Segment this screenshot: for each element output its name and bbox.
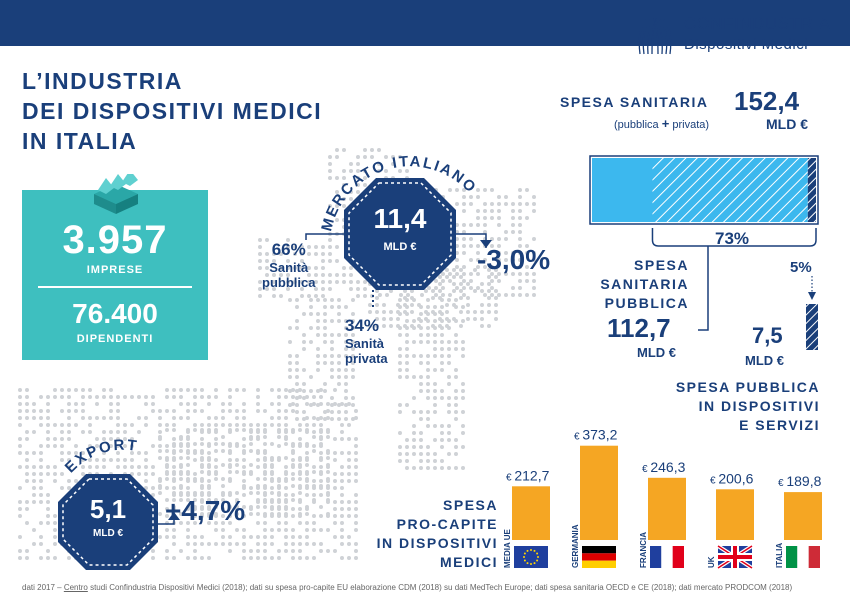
private-share-pct: 34%: [345, 316, 380, 335]
private-share-label-1: Sanità: [345, 336, 385, 351]
export-badge: EXPORT 5,1 MLD €: [58, 437, 180, 570]
employees-count: 76.400: [72, 298, 158, 329]
public-share-label-1: Sanità: [269, 260, 309, 275]
bar-germania: [580, 445, 618, 540]
market-value: 11,4: [374, 203, 427, 234]
eu-flag-icon: [514, 546, 548, 568]
private-share-label-2: privata: [345, 351, 388, 366]
uk-flag-icon: [716, 544, 754, 570]
export-arc-label: EXPORT: [62, 437, 138, 477]
plus-icon: +: [661, 116, 670, 131]
confindustria-emblem-icon: [638, 17, 672, 55]
footer-text: studi Confindustria Dispositivi Medici (…: [90, 583, 793, 592]
devices-spending-segment: [807, 158, 816, 222]
private-spending-segment: [592, 158, 653, 222]
country-label: UK: [707, 556, 716, 568]
bar-value-label: € 200,6: [710, 470, 754, 486]
devices-value: 7,5: [752, 323, 783, 348]
employees-label: DIPENDENTI: [76, 333, 154, 345]
country-label: MEDIA UE: [503, 529, 512, 568]
companies-divider: [38, 286, 192, 288]
bar-value-label: € 246,3: [642, 459, 686, 475]
title-line-1: L’INDUSTRIA: [22, 68, 183, 94]
footer-centro-link[interactable]: Centro: [63, 583, 88, 592]
export-value: 5,1: [90, 494, 126, 524]
companies-panel: 3.957 IMPRESE 76.400 DIPENDENTI: [22, 174, 208, 360]
public-spending-value: 112,7: [607, 313, 671, 343]
per-capita-title-1: SPESA: [443, 497, 498, 513]
devices-title-3: E SERVIZI: [739, 417, 820, 433]
devices-share: 5%: [790, 259, 812, 276]
export-unit: MLD €: [93, 528, 123, 539]
public-spending-title-2: SANITARIA: [600, 276, 689, 292]
public-share-block: 66% Sanità pubblica: [262, 240, 315, 290]
per-capita-title-3: IN DISPOSITIVI: [376, 535, 498, 551]
public-spending-title: SPESA SANITARIA PUBBLICA: [585, 256, 689, 313]
market-change: -3,0%: [477, 244, 551, 275]
bar-uk: [716, 489, 754, 540]
footer-sources: dati 2017 – Centro studi Confindustria D…: [22, 583, 792, 592]
export-up-arrow-icon: [168, 512, 180, 520]
public-share-label-2: pubblica: [262, 275, 316, 290]
germany-flag-icon: [582, 546, 616, 568]
devices-arrow-icon: [808, 292, 816, 300]
market-unit: MLD €: [384, 241, 417, 253]
health-spending-title: SPESA SANITARIA: [560, 94, 709, 110]
bar-value-label: € 373,2: [574, 430, 618, 443]
devices-title-1: SPESA PUBBLICA: [675, 379, 820, 395]
top-bar: [0, 0, 850, 46]
market-down-arrow-icon: [480, 240, 492, 248]
brand-name: CONFINDUSTRIA: [684, 14, 831, 33]
bar-italia: [784, 492, 822, 540]
bar-value-label: € 189,8: [778, 473, 822, 489]
health-spending-unit: MLD €: [766, 116, 808, 132]
export-octagon: [58, 474, 158, 570]
footer-prefix: dati 2017 –: [22, 583, 62, 592]
public-spending-segment: [652, 158, 808, 222]
devices-mini-bar: [806, 304, 818, 350]
market-octagon: [344, 178, 456, 290]
per-capita-title: SPESA PRO-CAPITE IN DISPOSITIVI MEDICI: [368, 496, 498, 572]
per-capita-title-4: MEDICI: [440, 554, 498, 570]
devices-unit: MLD €: [745, 353, 784, 368]
factory-icon: [94, 174, 138, 214]
health-spending-bar-outline: [589, 155, 819, 225]
france-flag-icon: [650, 546, 684, 568]
market-badge: MERCATO ITALIANO 11,4 MLD €: [305, 153, 492, 310]
per-capita-bar-chart: € 212,7 MEDIA UE € 373,2 GERMANIA € 246,3 FRA…: [503, 430, 822, 570]
country-label: GERMANIA: [571, 524, 580, 568]
private-share-block: 34% Sanità privata: [345, 316, 388, 366]
title-line-2: DEI DISPOSITIVI MEDICI: [22, 98, 323, 124]
brand-logo: CONFINDUSTRIA Dispositivi Medici: [632, 14, 844, 66]
bar-value-label: € 212,7: [506, 467, 550, 483]
public-share-pct: 66%: [271, 240, 306, 259]
brand-subtitle: Dispositivi Medici: [684, 36, 809, 53]
public-spending-title-3: PUBBLICA: [604, 295, 689, 311]
bar-media-ue: [512, 486, 550, 540]
export-change: +4,7%: [165, 495, 246, 526]
health-spending-subtitle: (pubblica + privata): [614, 116, 709, 131]
title-line-3: IN ITALIA: [22, 128, 138, 154]
svg-text:EXPORT: EXPORT: [62, 437, 140, 477]
subtitle-private: privata): [672, 119, 710, 131]
health-spending-total: 152,4: [734, 86, 800, 116]
health-spending-bar-group: [589, 155, 819, 350]
public-spending-unit: MLD €: [637, 345, 676, 360]
country-label: FRANCIA: [639, 532, 648, 568]
italy-flag-icon: [786, 546, 820, 568]
public-spending-title-1: SPESA: [634, 257, 689, 273]
devices-title-2: IN DISPOSITIVI: [698, 398, 820, 414]
page-title: L’INDUSTRIA DEI DISPOSITIVI MEDICI IN IT…: [22, 66, 322, 156]
devices-title: SPESA PUBBLICA IN DISPOSITIVI E SERVIZI: [640, 378, 820, 435]
subtitle-public: (pubblica: [614, 119, 659, 131]
companies-label: IMPRESE: [86, 264, 144, 276]
bar-francia: [648, 477, 686, 540]
companies-count: 3.957: [62, 218, 168, 262]
per-capita-title-2: PRO-CAPITE: [396, 516, 498, 532]
country-label: ITALIA: [775, 543, 784, 568]
public-share-of-total: 73%: [715, 229, 750, 248]
